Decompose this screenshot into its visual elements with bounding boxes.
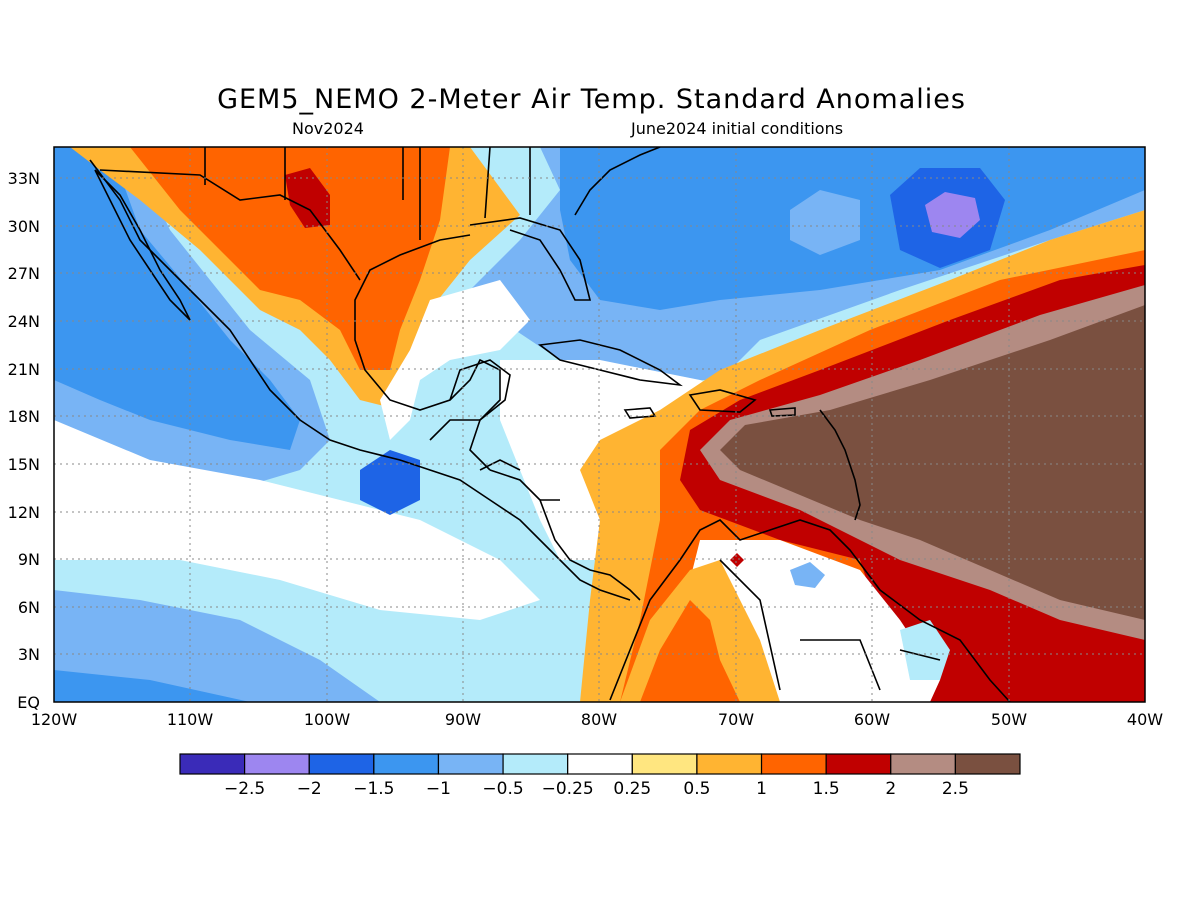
- lat-label: 6N: [18, 598, 40, 617]
- colorbar-swatch: [890, 753, 956, 775]
- colorbar-swatch: [502, 753, 569, 775]
- lat-label: 15N: [8, 455, 40, 474]
- lon-label: 60W: [854, 710, 890, 729]
- mexico-us-border: [99, 169, 361, 281]
- puerto-rico: [768, 407, 796, 417]
- colorbar-label: 0.25: [613, 779, 651, 799]
- hispaniola: [688, 389, 757, 413]
- colorbar-label: −2.5: [224, 779, 265, 799]
- lat-label: 30N: [8, 217, 40, 236]
- colorbar-label: 2: [885, 779, 896, 799]
- colorbar-label: −1: [426, 779, 451, 799]
- cuba: [537, 339, 683, 387]
- maracaibo-warm-spot: [730, 553, 744, 567]
- yucatan-peninsula: [449, 359, 511, 421]
- colorbar-label: 0.5: [683, 779, 710, 799]
- lat-label: 18N: [8, 407, 40, 426]
- texas-strong-warm: [285, 168, 330, 228]
- venezuela-cold-patch: [790, 562, 825, 588]
- pacific-warm-band: [54, 420, 540, 620]
- lon-label: 90W: [445, 710, 481, 729]
- graticule-lines: [54, 147, 1145, 702]
- colorbar-swatch: [179, 753, 246, 775]
- colorbar-swatch: [631, 753, 698, 775]
- colorbar-swatch: [760, 753, 827, 775]
- pacific-south-cold: [54, 590, 380, 702]
- lon-label: 100W: [304, 710, 351, 729]
- pacific-cold-core: [54, 147, 300, 450]
- tropical-atlantic-extreme-warm: [720, 305, 1145, 620]
- lat-label: 27N: [8, 264, 40, 283]
- lat-label: 33N: [8, 169, 40, 188]
- central-america-borders: [429, 419, 560, 501]
- mexico-warm-core: [130, 147, 450, 370]
- lon-label: 110W: [167, 710, 214, 729]
- graticule: [54, 147, 1145, 702]
- lon-label: 40W: [1127, 710, 1163, 729]
- lon-label: 120W: [31, 710, 78, 729]
- pacific-cold-cell: [360, 450, 420, 515]
- colorbar: −2.5 −2 −1.5 −1 −0.5 −0.25 0.25 0.5 1 1.5 2 2.5: [179, 753, 1021, 799]
- lon-label: 70W: [718, 710, 754, 729]
- atlantic-light-patch: [790, 190, 860, 255]
- lon-label: 50W: [991, 710, 1027, 729]
- colorbar-swatch: [308, 753, 375, 775]
- central-america: [489, 469, 641, 601]
- gulf-of-mexico-coast: [354, 234, 501, 471]
- map-frame: [53, 146, 1146, 703]
- colorbar-swatch: [437, 753, 504, 775]
- florida: [469, 217, 592, 301]
- coastlines: [89, 147, 1011, 702]
- colorbar-label: 1: [756, 779, 767, 799]
- colorbar-label: −0.5: [482, 779, 523, 799]
- colorbar-swatch: [954, 753, 1021, 775]
- colorbar-swatch: [244, 753, 310, 775]
- colorbar-swatch: [567, 753, 633, 775]
- south-america-north-coast: [609, 519, 1011, 702]
- colorbar-label: 1.5: [813, 779, 840, 799]
- colorbar-label: 2.5: [942, 779, 969, 799]
- us-state-lines: [204, 147, 531, 240]
- longitude-labels: 120W 110W 100W 90W 80W 70W 60W 50W 40W: [31, 710, 1163, 729]
- lat-label: 21N: [8, 360, 40, 379]
- colorbar-label: −1.5: [353, 779, 394, 799]
- south-america-warm-core: [640, 600, 740, 702]
- lesser-antilles: [819, 409, 861, 521]
- map-title: GEM5_NEMO 2-Meter Air Temp. Standard Ano…: [217, 84, 966, 115]
- latitude-labels: 33N 30N 27N 24N 21N 18N 15N 12N 9N 6N 3N…: [8, 169, 40, 712]
- anomaly-fields: [54, 147, 1145, 702]
- colorbar-label: −0.25: [542, 779, 594, 799]
- colorbar-label: −2: [297, 779, 322, 799]
- us-east-coast: [574, 147, 661, 216]
- colorbar-swatch: [825, 753, 892, 775]
- pacific-south-cold-core: [54, 670, 250, 702]
- forecast-month: Nov2024: [292, 119, 364, 138]
- lat-label: 9N: [18, 550, 40, 569]
- lat-label: 3N: [18, 645, 40, 664]
- mexico-pacific-coast: [89, 159, 631, 601]
- south-america-borders: [719, 559, 941, 691]
- colorbar-swatch: [696, 753, 763, 775]
- guyana-cold-patch: [900, 620, 950, 680]
- lon-label: 80W: [581, 710, 617, 729]
- lat-label: 12N: [8, 503, 40, 522]
- baja-california: [94, 169, 191, 321]
- colorbar-swatch: [373, 753, 440, 775]
- initial-conditions: June2024 initial conditions: [631, 119, 844, 138]
- lat-label: EQ: [17, 693, 40, 712]
- gulf-neutral: [380, 280, 530, 440]
- lat-label: 24N: [8, 312, 40, 331]
